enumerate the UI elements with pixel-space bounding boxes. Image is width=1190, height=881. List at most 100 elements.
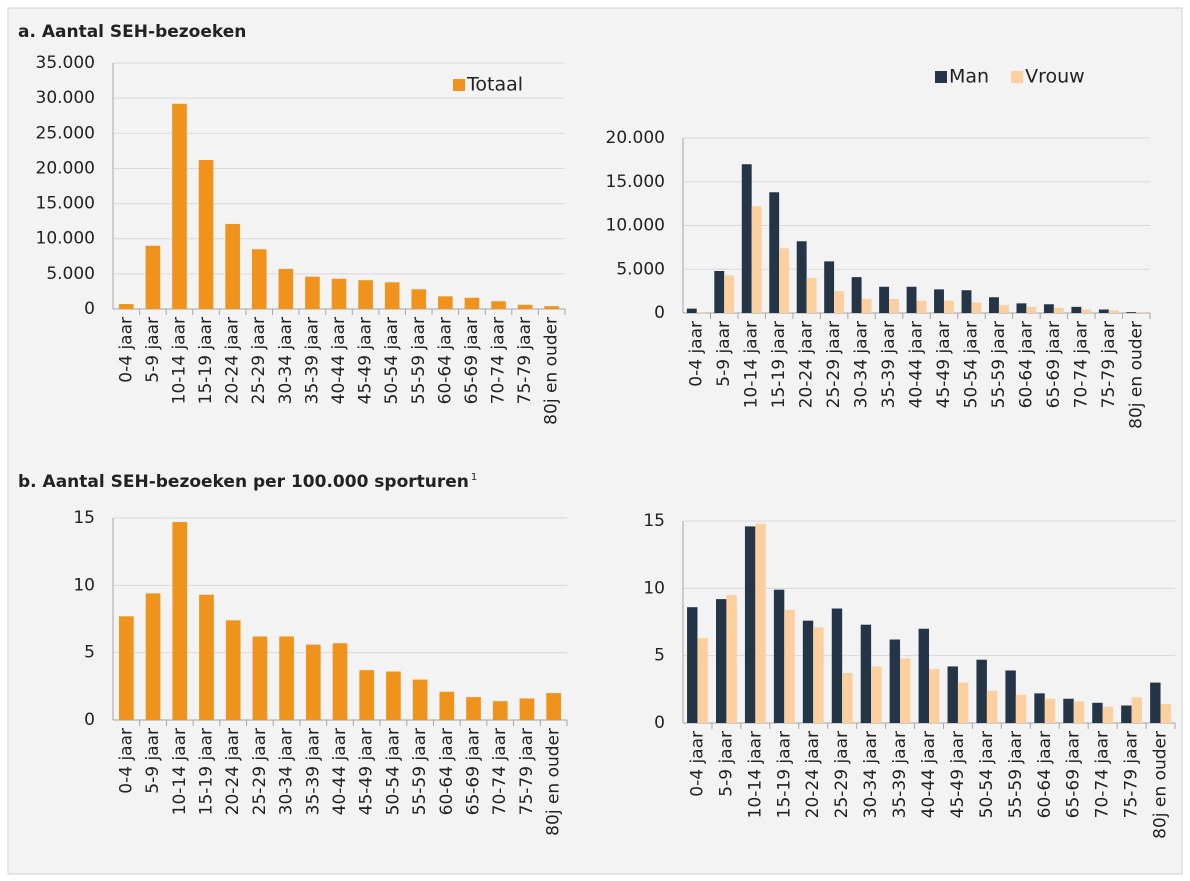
title-note: 1 (471, 472, 477, 483)
bar (358, 280, 373, 309)
y-tick-label: 25.000 (36, 123, 95, 143)
bar (686, 308, 697, 313)
x-tick-label: 5-9 jaar (716, 731, 736, 797)
bar (724, 275, 735, 313)
x-tick-label: 75-79 jaar (517, 728, 537, 815)
y-tick-label: 30.000 (36, 88, 95, 108)
bar (1108, 310, 1119, 313)
bar (779, 248, 790, 313)
x-tick-label: 30-34 jaar (277, 728, 297, 815)
bar (332, 643, 348, 720)
bar (1015, 694, 1027, 723)
bar (438, 296, 453, 309)
bar (466, 697, 481, 720)
x-tick-label: 45-49 jaar (948, 731, 968, 818)
bar (741, 164, 752, 313)
x-tick-label: 5-9 jaar (143, 317, 163, 383)
x-tick-label: 25-29 jaar (249, 317, 269, 404)
bar (861, 299, 872, 313)
x-tick-label: 20-24 jaar (797, 321, 817, 408)
bar (464, 297, 480, 309)
bar (251, 249, 267, 309)
x-tick-label: 55-59 jaar (989, 321, 1009, 408)
x-tick-label: 30-34 jaar (861, 731, 881, 818)
bar (519, 698, 535, 720)
x-tick-label: 5-9 jaar (143, 728, 163, 794)
bar (331, 278, 347, 309)
y-tick-label: 0 (654, 303, 665, 323)
bar (773, 589, 785, 723)
x-tick-label: 30-34 jaar (852, 321, 872, 408)
x-tick-label: 55-59 jaar (409, 317, 429, 404)
x-tick-label: 45-49 jaar (357, 728, 377, 815)
bar (900, 658, 911, 723)
bar (118, 304, 134, 309)
x-tick-label: 75-79 jaar (515, 317, 535, 404)
bar (225, 620, 241, 720)
chart-title: b. Aantal SEH-bezoeken per 100.000 sport… (18, 472, 469, 492)
x-tick-label: 35-39 jaar (890, 731, 910, 818)
bar (834, 291, 844, 313)
x-tick-label: 0-4 jaar (116, 728, 136, 794)
x-tick-label: 60-64 jaar (435, 317, 455, 404)
bar (697, 638, 708, 723)
x-tick-label: 40-44 jaar (907, 321, 927, 408)
x-tick-label: 50-54 jaar (977, 731, 997, 818)
legend-label: Vrouw (1025, 66, 1085, 88)
bar (971, 302, 982, 313)
y-tick-label: 15.000 (606, 172, 665, 192)
bar (1136, 312, 1147, 313)
bar (860, 624, 872, 723)
chart-title: a. Aantal SEH-bezoeken (18, 22, 246, 42)
bar (1160, 704, 1171, 723)
y-tick-label: 5.000 (616, 259, 665, 279)
x-tick-label: 65-69 jaar (464, 728, 484, 815)
x-tick-label: 25-29 jaar (824, 321, 844, 408)
legend-swatch (935, 71, 947, 83)
bar (278, 268, 294, 309)
background (7, 7, 1183, 875)
bar (412, 679, 428, 720)
bar (145, 593, 161, 720)
bar (802, 620, 814, 723)
bar (687, 607, 698, 723)
x-tick-label: 80j en ouder (544, 728, 564, 836)
bar (889, 299, 899, 313)
x-tick-label: 60-64 jaar (1016, 321, 1036, 408)
x-tick-label: 80j en ouder (542, 317, 562, 425)
y-tick-label: 15 (643, 511, 665, 531)
bar (1071, 306, 1082, 313)
legend-label: Man (949, 66, 989, 88)
x-tick-label: 80j en ouder (1126, 321, 1146, 429)
bar (1073, 701, 1085, 723)
x-tick-label: 65-69 jaar (1044, 321, 1064, 408)
x-tick-label: 50-54 jaar (382, 317, 402, 404)
x-tick-label: 20-24 jaar (223, 317, 243, 404)
x-tick-label: 25-29 jaar (250, 728, 270, 815)
x-tick-label: 65-69 jaar (462, 317, 482, 404)
bar (252, 636, 268, 720)
bar (986, 690, 998, 723)
bar (172, 522, 188, 720)
bar (929, 669, 940, 723)
x-tick-label: 20-24 jaar (803, 731, 823, 818)
bar (813, 627, 824, 723)
bar (947, 666, 958, 723)
x-tick-label: 10-14 jaar (742, 321, 762, 408)
x-tick-label: 60-64 jaar (1035, 731, 1055, 818)
bar (411, 289, 427, 309)
x-tick-label: 15-19 jaar (196, 317, 216, 404)
bar (1092, 702, 1103, 723)
bar (517, 304, 533, 309)
y-tick-label: 5 (84, 643, 95, 663)
x-tick-label: 70-74 jaar (490, 728, 510, 815)
y-tick-label: 15.000 (36, 194, 95, 214)
x-tick-label: 40-44 jaar (329, 317, 349, 404)
bar (806, 278, 817, 313)
x-tick-label: 20-24 jaar (223, 728, 243, 815)
bar (1053, 307, 1064, 313)
x-tick-label: 50-54 jaar (383, 728, 403, 815)
bar (1026, 306, 1037, 313)
bar (359, 670, 375, 720)
